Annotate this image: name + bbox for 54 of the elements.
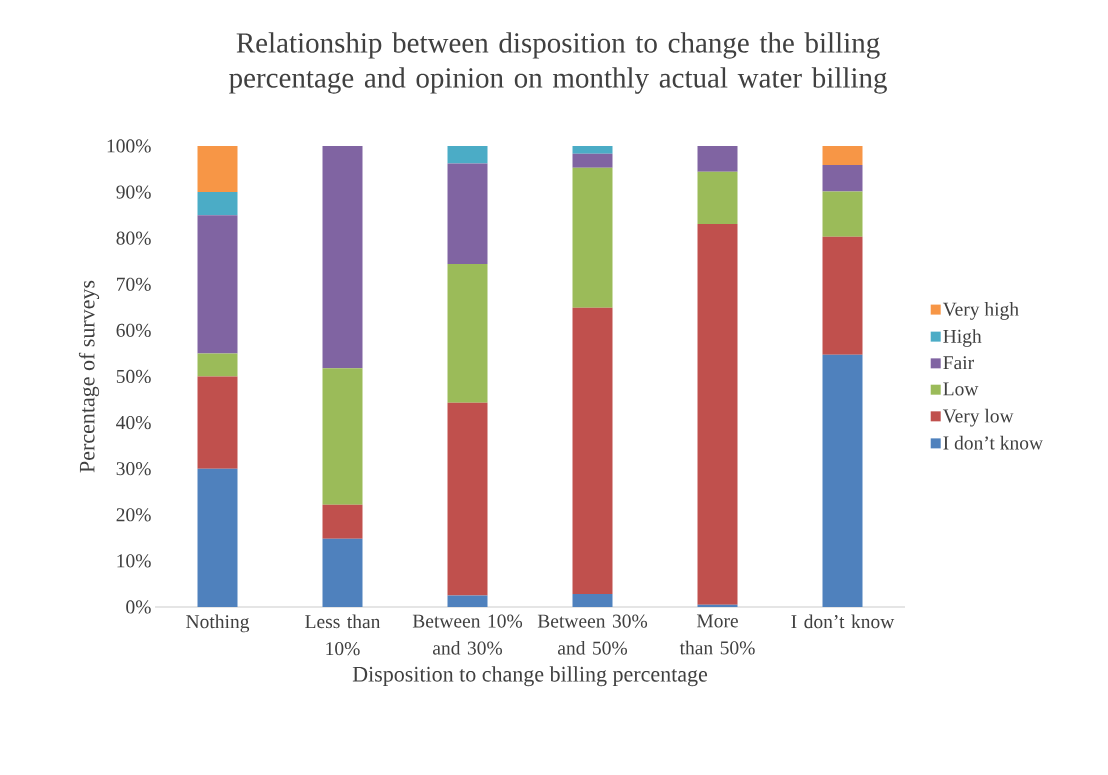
legend-label: Low (943, 382, 979, 396)
bar (197, 376, 238, 469)
x-tick-label: I don’t know (791, 614, 895, 629)
x-tick-label: Between 30% and 50% (537, 614, 648, 655)
legend-label: Very high (942, 302, 1019, 320)
bar (822, 164, 863, 192)
legend-label: Very low (942, 408, 1014, 427)
y-tick-label: 70% (117, 277, 151, 291)
y-tick-label: 50% (116, 369, 151, 384)
y-tick-label: 90% (116, 185, 151, 199)
bar (822, 236, 863, 355)
bar (572, 167, 613, 308)
bar (322, 504, 363, 539)
bar (197, 192, 238, 216)
legend-label: Fair (943, 356, 974, 370)
chart-title: Relationship between disposition to change the billing percentage and opinion on monthly actual water billing (229, 32, 887, 94)
bar (322, 538, 363, 607)
bar (322, 368, 363, 505)
bar (697, 145, 738, 172)
bar (572, 307, 613, 595)
bar (697, 171, 738, 224)
bar (447, 145, 488, 164)
bar (572, 145, 613, 154)
bar (822, 145, 863, 165)
y-tick-label: 100% (107, 139, 151, 153)
y-tick-label: 60% (116, 323, 151, 337)
y-tick-label: 40% (116, 415, 151, 430)
y-tick-label: 0% (126, 600, 151, 614)
y-tick-label: 10% (117, 554, 151, 568)
x-tick-label: Between 10% and 30% (412, 614, 523, 655)
y-tick-label: 20% (116, 508, 151, 522)
bar (197, 215, 238, 354)
bar (447, 595, 488, 607)
y-tick-label: 30% (116, 462, 151, 476)
bar (197, 353, 238, 377)
bar (197, 468, 238, 607)
bar (822, 191, 863, 237)
bar (822, 354, 863, 607)
bar (447, 163, 488, 264)
bar (447, 264, 488, 403)
y-tick-label: 80% (116, 231, 151, 245)
bar (697, 223, 738, 605)
bar (197, 145, 238, 193)
y-axis-title: Percentage of surveys (78, 280, 100, 473)
legend-label: High (943, 329, 982, 347)
bar (572, 594, 613, 607)
x-tick-label: Nothing (186, 614, 250, 633)
bar (322, 145, 363, 369)
bar (447, 402, 488, 596)
x-tick-label: More than 50% (679, 614, 755, 655)
x-tick-label: Less than 10% (305, 614, 381, 656)
legend-label: I don’t know (943, 435, 1043, 450)
bar (572, 153, 613, 168)
x-axis-title: Disposition to change billing percentage (352, 666, 708, 687)
